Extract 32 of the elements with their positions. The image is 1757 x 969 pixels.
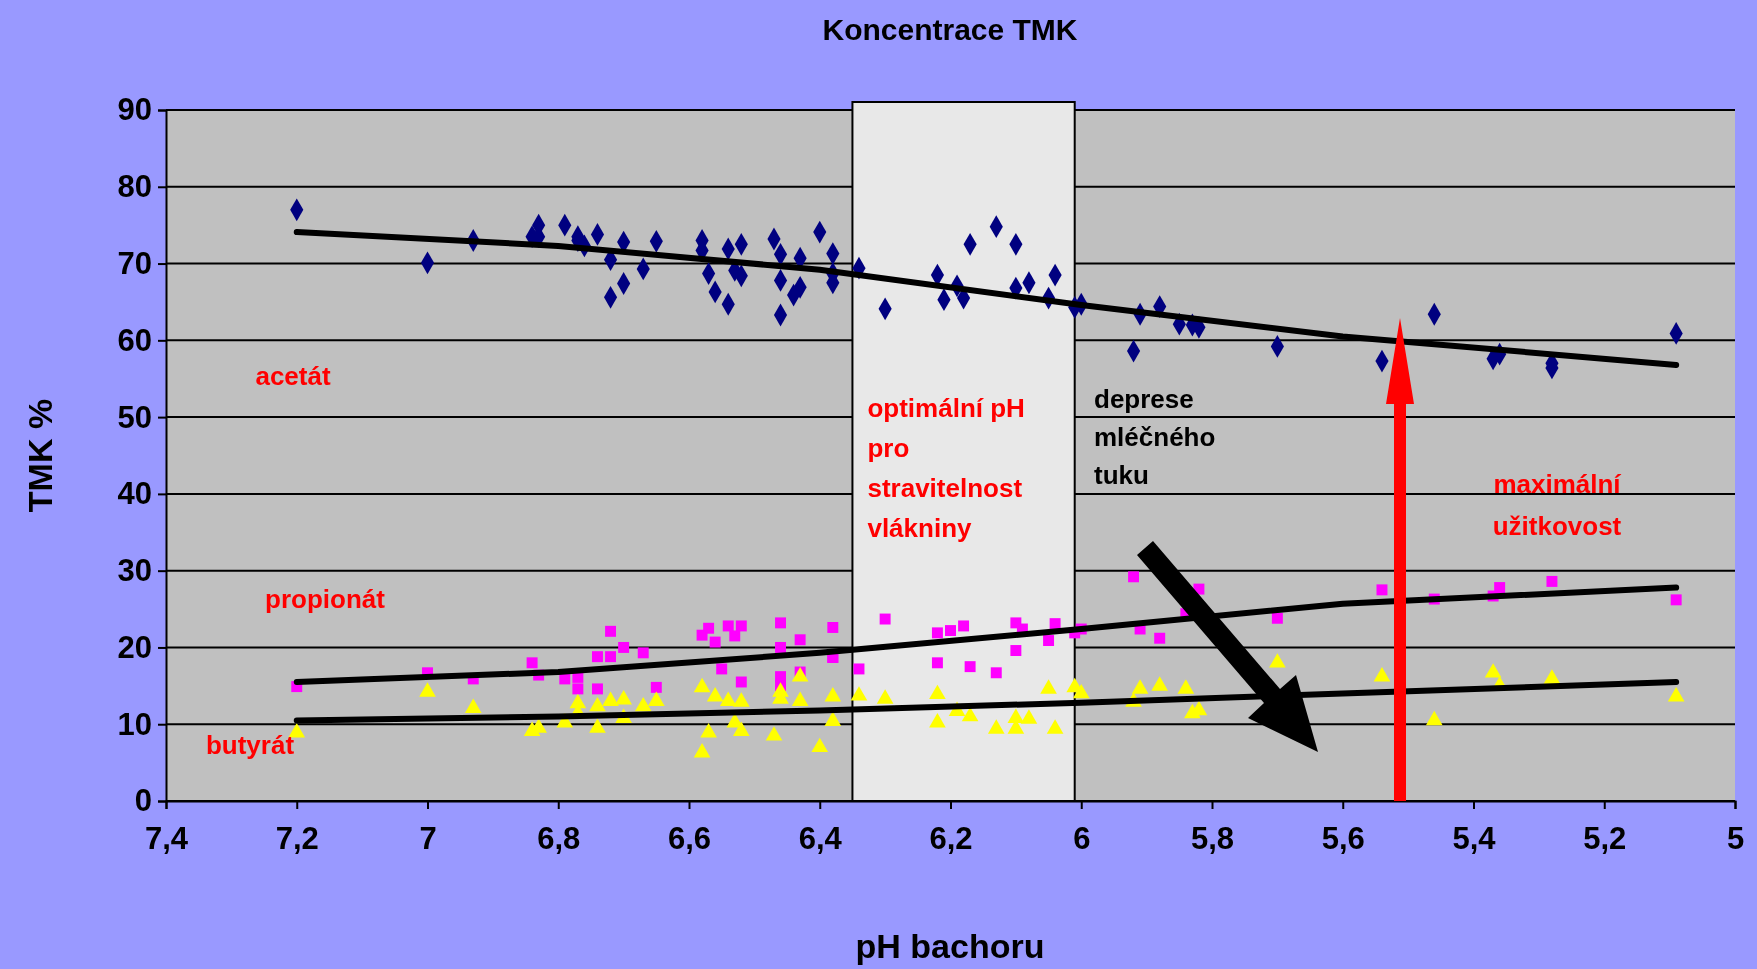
annotation: acetát <box>255 361 331 391</box>
x-tick-label: 6,2 <box>929 821 973 857</box>
y-tick-label: 30 <box>117 553 152 589</box>
x-tick-label: 7,4 <box>144 821 189 857</box>
x-tick-label: 6 <box>1073 821 1091 857</box>
y-tick-label: 10 <box>117 706 152 742</box>
x-tick-label: 5,8 <box>1190 821 1235 857</box>
y-tick-label: 60 <box>117 322 152 358</box>
y-tick-label: 70 <box>117 245 152 281</box>
x-tick-label: 5 <box>1726 821 1745 857</box>
y-tick-label: 0 <box>134 783 152 819</box>
x-tick-label: 5,4 <box>1452 821 1497 857</box>
x-tick-label: 5,6 <box>1321 821 1365 857</box>
x-axis-title: pH bachoru <box>855 927 1045 965</box>
annotation: butyrát <box>205 730 295 760</box>
x-tick-label: 6,8 <box>537 821 581 857</box>
annotation: deprese mléčného tuku <box>1094 384 1216 490</box>
x-tick-label: 7 <box>419 821 437 857</box>
y-tick-label: 80 <box>117 169 152 205</box>
x-tick-label: 6,6 <box>667 821 712 857</box>
y-tick-label: 50 <box>117 399 152 435</box>
x-tick-label: 5,2 <box>1583 821 1627 857</box>
x-tick-label: 6,4 <box>798 821 843 857</box>
y-tick-label: 20 <box>117 629 152 665</box>
band-label: optimální pH pro stravitelnost vlákniny <box>867 393 1025 543</box>
x-tick-label: 7,2 <box>275 821 319 857</box>
annotation: maximální užitkovost <box>1492 469 1622 541</box>
y-tick-label: 90 <box>117 92 152 128</box>
y-tick-label: 40 <box>117 476 152 512</box>
chart-title: Koncentrace TMK <box>822 13 1078 46</box>
y-axis-title: TMK % <box>21 398 59 513</box>
annotation: propionát <box>265 584 386 614</box>
